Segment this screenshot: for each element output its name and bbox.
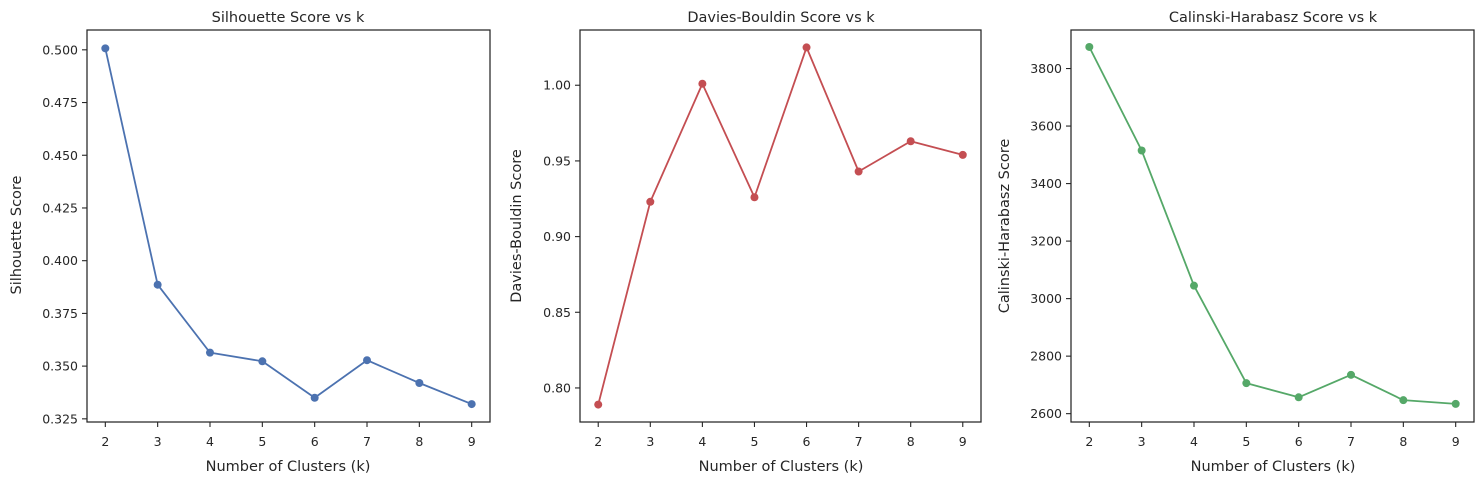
data-point	[1294, 393, 1303, 402]
data-point	[1085, 42, 1094, 51]
y-tick-label: 1.00	[543, 78, 571, 93]
data-point	[698, 79, 707, 88]
y-axis-label: Silhouette Score	[9, 175, 25, 294]
chart-panel-silhouette: Silhouette Score vs k Number of Clusters…	[9, 10, 491, 475]
x-tick-label: 5	[258, 434, 266, 449]
series-line	[104, 47, 473, 405]
y-tick-label: 0.375	[42, 306, 78, 321]
y-tick-label: 0.400	[42, 253, 78, 268]
chart-panel-calinski-harabasz: Calinski-Harabasz Score vs k Number of C…	[997, 10, 1475, 475]
y-axis-label: Calinski-Harabasz Score	[997, 139, 1013, 314]
y-tick-label: 0.425	[42, 200, 78, 215]
y-axis-label: Davies-Bouldin Score	[509, 149, 525, 303]
data-point	[1399, 396, 1408, 405]
data-point	[854, 167, 863, 176]
x-tick-label: 7	[855, 434, 863, 449]
data-point	[958, 150, 967, 159]
x-tick-label: 2	[1085, 434, 1093, 449]
data-point	[101, 44, 110, 53]
y-tick-label: 2600	[1030, 406, 1062, 421]
plot-frame	[1070, 29, 1475, 423]
x-tick-label: 4	[1190, 434, 1198, 449]
data-point	[646, 197, 655, 206]
x-tick-label: 2	[101, 434, 109, 449]
x-tick-label: 2	[594, 434, 602, 449]
x-tick-label: 3	[154, 434, 162, 449]
x-axis-label: Number of Clusters (k)	[206, 459, 371, 475]
y-tick-label: 2800	[1030, 349, 1062, 364]
plot-area: 2 3 4 5 6 7 8 9 0.80 0.85 0.90 0.95 1.00	[543, 29, 982, 449]
data-point	[750, 193, 759, 202]
chart-title: Silhouette Score vs k	[212, 10, 365, 26]
x-tick-label: 9	[1452, 434, 1460, 449]
x-tick-label: 4	[698, 434, 706, 449]
x-tick-label: 8	[1399, 434, 1407, 449]
data-point	[1137, 146, 1146, 155]
y-tick-label: 0.500	[42, 42, 78, 57]
plot-area: 2 3 4 5 6 7 8 9 0.325 0.350 0.375 0.400 0.425 0.450 0.…	[42, 29, 491, 449]
x-axis-label: Number of Clusters (k)	[699, 459, 864, 475]
y-tick-label: 3800	[1030, 61, 1062, 76]
x-tick-label: 3	[1138, 434, 1146, 449]
y-tick-label: 0.85	[543, 305, 571, 320]
data-point	[415, 378, 424, 387]
y-tick-label: 0.80	[543, 380, 571, 395]
y-tick-label: 0.350	[42, 359, 78, 374]
y-tick-label: 3000	[1030, 291, 1062, 306]
y-tick-label: 3200	[1030, 234, 1062, 249]
y-tick-label: 3600	[1030, 119, 1062, 134]
series-line	[1088, 46, 1457, 405]
x-tick-label: 9	[468, 434, 476, 449]
data-point	[1242, 379, 1251, 388]
data-point	[1451, 399, 1460, 408]
data-point	[363, 356, 372, 365]
x-tick-label: 7	[1347, 434, 1355, 449]
plot-frame	[579, 29, 982, 423]
data-point	[594, 400, 603, 409]
y-tick-label: 0.475	[42, 95, 78, 110]
data-point	[1189, 281, 1198, 290]
x-axis-label: Number of Clusters (k)	[1191, 459, 1356, 475]
plot-frame	[86, 29, 491, 423]
x-tick-label: 5	[750, 434, 758, 449]
data-point	[467, 400, 476, 409]
plot-area: 2 3 4 5 6 7 8 9 2600 2800 3000 3200 3400 3600 3800	[1030, 29, 1475, 449]
data-point	[258, 357, 267, 366]
x-tick-label: 3	[646, 434, 654, 449]
x-tick-label: 4	[206, 434, 214, 449]
data-point	[906, 137, 915, 146]
x-tick-label: 6	[803, 434, 811, 449]
x-tick-label: 6	[311, 434, 319, 449]
x-tick-label: 9	[959, 434, 967, 449]
x-tick-label: 8	[907, 434, 915, 449]
chart-title: Calinski-Harabasz Score vs k	[1169, 10, 1378, 26]
y-tick-label: 3400	[1030, 176, 1062, 191]
y-tick-label: 0.325	[42, 411, 78, 426]
y-tick-label: 0.95	[543, 153, 571, 168]
x-tick-label: 5	[1242, 434, 1250, 449]
data-point	[310, 393, 319, 402]
x-tick-label: 7	[363, 434, 371, 449]
y-tick-label: 0.90	[543, 229, 571, 244]
data-point	[153, 280, 162, 289]
chart-panel-davies-bouldin: Davies-Bouldin Score vs k Number of Clus…	[509, 10, 982, 475]
data-point	[802, 43, 811, 52]
x-tick-label: 6	[1295, 434, 1303, 449]
data-point	[205, 348, 214, 357]
chart-title: Davies-Bouldin Score vs k	[687, 10, 875, 26]
data-point	[1347, 370, 1356, 379]
y-tick-label: 0.450	[42, 148, 78, 163]
series-line	[597, 46, 964, 406]
x-tick-label: 8	[415, 434, 423, 449]
